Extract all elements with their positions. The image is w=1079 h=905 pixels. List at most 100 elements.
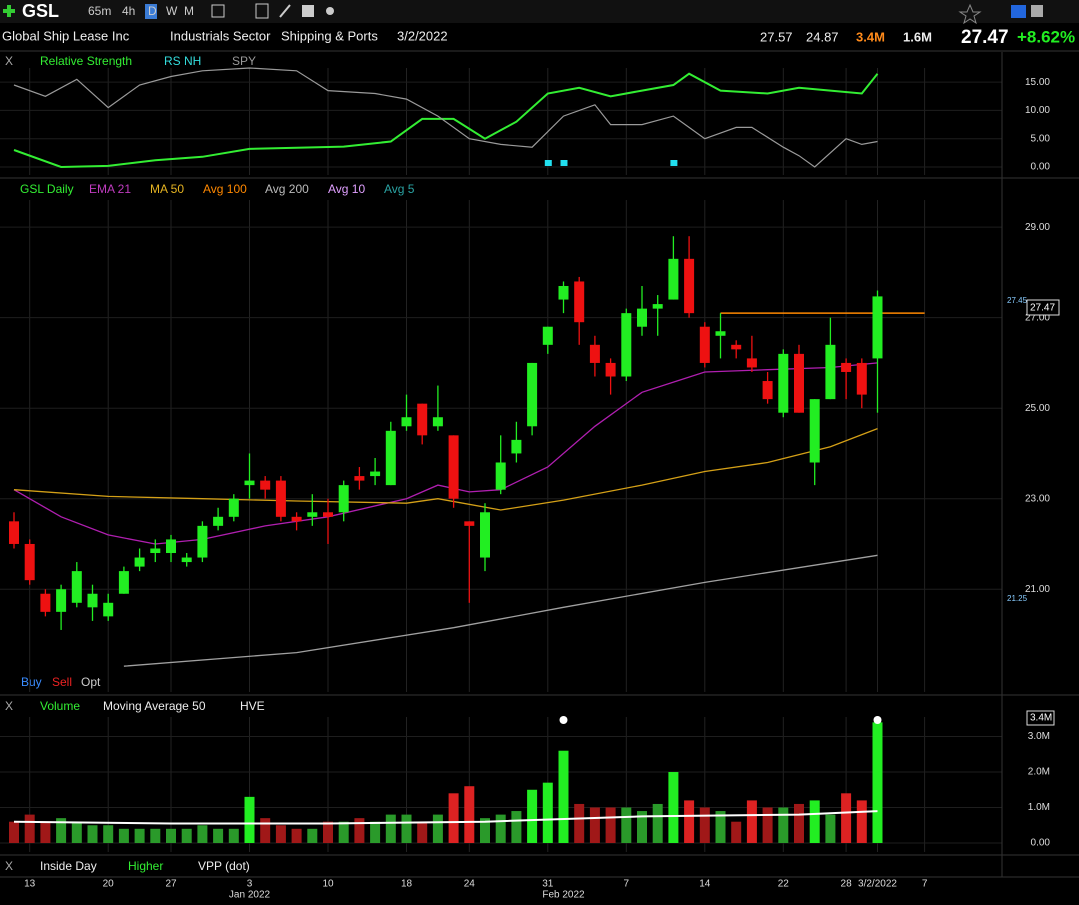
icon[interactable] xyxy=(255,3,269,19)
volume-bar xyxy=(432,814,443,843)
close-button[interactable]: X xyxy=(5,859,13,873)
volume-bar xyxy=(589,807,600,843)
x-tick-label: 3/2/2022 xyxy=(858,879,897,890)
legend-item[interactable]: EMA 21 xyxy=(89,182,131,196)
legend-item[interactable]: Relative Strength xyxy=(40,54,132,68)
candle-body xyxy=(197,525,208,558)
candle-body xyxy=(511,439,522,454)
new-high-marker xyxy=(670,160,678,166)
candle-body xyxy=(715,331,726,336)
interval[interactable]: M xyxy=(184,4,194,18)
candle-body xyxy=(480,512,490,558)
candle-body xyxy=(448,435,459,499)
new-high-marker xyxy=(560,160,568,166)
legend-item[interactable]: RS NH xyxy=(164,54,201,68)
add-icon[interactable] xyxy=(3,5,15,17)
volume-bar xyxy=(652,803,663,843)
interval[interactable]: 4h xyxy=(122,4,135,18)
moving-average xyxy=(123,554,878,667)
icon[interactable] xyxy=(326,7,334,15)
legend-item[interactable]: Avg 10 xyxy=(328,182,365,196)
candle-body xyxy=(621,313,632,377)
volume-bar xyxy=(637,811,647,843)
candle-body xyxy=(87,593,98,608)
hve-dot xyxy=(559,716,568,724)
month-label: Jan 2022 xyxy=(229,890,271,901)
volume-bar xyxy=(228,828,239,843)
volume-bar xyxy=(260,818,271,843)
x-tick-label: 3 xyxy=(247,879,253,890)
legend-item[interactable]: HVE xyxy=(240,699,265,713)
close-button[interactable]: X xyxy=(5,54,13,68)
interval-selected xyxy=(145,4,157,19)
legend-item[interactable]: Volume xyxy=(40,699,80,713)
legend-item[interactable]: VPP (dot) xyxy=(198,859,250,873)
month-label: Feb 2022 xyxy=(542,890,585,901)
volume-bar xyxy=(558,750,569,843)
buy-button[interactable]: Buy xyxy=(21,675,42,689)
sector: Industrials Sector xyxy=(170,28,271,43)
candle-body xyxy=(103,602,114,617)
volume-bar xyxy=(401,814,412,843)
sell-button[interactable]: Sell xyxy=(52,675,72,689)
candle-body xyxy=(417,403,428,436)
date: 3/2/2022 xyxy=(397,28,448,43)
volume-bar xyxy=(87,825,98,843)
icon[interactable] xyxy=(302,5,314,17)
x-tick-label: 10 xyxy=(322,879,334,890)
x-tick-label: 20 xyxy=(103,879,115,890)
legend-item[interactable]: Moving Average 50 xyxy=(103,699,206,713)
volume-bar xyxy=(746,800,757,843)
volume-bar xyxy=(24,814,35,843)
volume-bar xyxy=(872,722,883,843)
interval[interactable]: W xyxy=(166,4,178,18)
y-tick-label: 0.00 xyxy=(1031,838,1051,849)
volume-bar xyxy=(841,793,852,843)
icon[interactable] xyxy=(211,4,225,18)
volume-bar xyxy=(71,821,82,843)
candle-body xyxy=(746,358,757,368)
candle-body xyxy=(872,296,883,359)
star-icon[interactable] xyxy=(958,3,982,25)
candle-body xyxy=(825,344,836,400)
options-button[interactable]: Opt xyxy=(81,675,101,689)
candle-body xyxy=(323,512,333,517)
close-button[interactable]: X xyxy=(5,699,13,713)
x-tick-label: 13 xyxy=(24,879,36,890)
legend-item[interactable]: SPY xyxy=(232,54,256,68)
legend-item[interactable]: MA 50 xyxy=(150,182,184,196)
change: +8.62% xyxy=(1017,27,1075,46)
y-tick-label: 23.00 xyxy=(1025,493,1050,504)
y-tick-label: 10.00 xyxy=(1025,105,1050,116)
candle-body xyxy=(856,362,867,395)
icon[interactable] xyxy=(1031,5,1043,17)
toolbar xyxy=(0,0,1079,23)
legend-item[interactable]: Avg 5 xyxy=(384,182,415,196)
candle-body xyxy=(589,344,600,363)
volume-bar xyxy=(825,814,836,843)
candle-body xyxy=(118,571,129,594)
interval[interactable]: 65m xyxy=(88,4,111,18)
candle-body xyxy=(213,516,224,526)
legend-item[interactable]: Avg 100 xyxy=(203,182,247,196)
legend-item[interactable]: Avg 200 xyxy=(265,182,309,196)
legend-item[interactable]: Inside Day xyxy=(40,859,97,873)
icon[interactable] xyxy=(279,4,291,18)
candle-body xyxy=(166,539,176,554)
price-tag: 27.47 xyxy=(1030,303,1055,314)
volume-bar xyxy=(354,818,365,843)
volume-bar xyxy=(794,803,804,843)
legend-item[interactable]: Higher xyxy=(128,859,163,873)
candle-body xyxy=(699,326,710,363)
candle-body xyxy=(558,285,569,300)
legend-item[interactable]: GSL Daily xyxy=(20,182,74,196)
volume-bar xyxy=(495,814,506,843)
interval[interactable]: D xyxy=(148,4,157,18)
symbol[interactable]: GSL xyxy=(22,1,59,21)
icon[interactable] xyxy=(1011,5,1026,18)
x-tick-label: 31 xyxy=(542,879,554,890)
avg-volume: 1.6M xyxy=(903,29,932,44)
y-tick-label: 2.0M xyxy=(1028,767,1050,778)
candle-body xyxy=(574,281,585,323)
volume-tag-box xyxy=(1026,710,1055,726)
